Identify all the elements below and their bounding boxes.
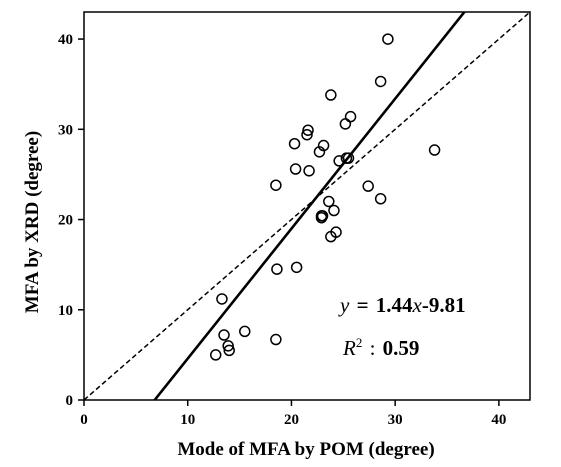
r-squared-label: R2 : 0.59 [342, 328, 419, 360]
eq-intercept: -9.81 [422, 293, 466, 317]
data-point [362, 180, 374, 192]
data-point [289, 163, 302, 175]
data-point [239, 325, 251, 338]
data-point [216, 293, 228, 305]
data-point [218, 329, 230, 341]
data-point [374, 75, 387, 88]
y-tick-label: 40 [58, 32, 73, 48]
data-point [302, 124, 314, 136]
data-point [317, 139, 330, 152]
data-point [428, 144, 441, 156]
data-point [328, 204, 340, 217]
y-axis-title: MFA by XRD (degree) [22, 131, 43, 313]
x-tick-label: 10 [180, 412, 195, 428]
data-point [339, 118, 352, 130]
data-point [270, 333, 282, 346]
r2-exponent: 2 [356, 335, 363, 350]
plot-layer [84, 12, 530, 400]
data-point [315, 211, 328, 224]
label-layer: 0 10 20 30 40 0 10 20 30 40 [58, 32, 506, 428]
x-axis-title: Mode of MFA by POM (degree) [177, 439, 434, 460]
data-point [325, 89, 337, 101]
data-point [290, 261, 303, 274]
data-point [270, 179, 282, 191]
eq-coefficient: 1.44 [376, 293, 413, 317]
x-tick-label: 0 [80, 412, 88, 428]
data-point [209, 349, 222, 361]
x-tick-label: 20 [284, 412, 299, 428]
r2-value: 0.59 [383, 336, 420, 360]
data-point [288, 137, 301, 150]
x-tick-label: 30 [388, 412, 403, 428]
data-point [374, 193, 387, 205]
data-point [323, 195, 335, 208]
eq-y-symbol: y [338, 293, 350, 317]
data-point [271, 263, 283, 275]
data-point [301, 128, 313, 141]
data-point [330, 226, 342, 238]
data-point [340, 152, 353, 164]
data-point [223, 344, 235, 357]
data-point [222, 340, 234, 352]
data-point [344, 110, 357, 123]
regression-equation: y = 1.44x-9.81 [338, 293, 466, 317]
data-point [382, 33, 394, 45]
r2-colon: : [370, 336, 376, 360]
axis-layer [78, 11, 531, 406]
x-tick-label: 40 [491, 412, 506, 428]
y-tick-label: 10 [58, 303, 73, 319]
plot-frame [83, 11, 531, 401]
y-tick-label: 30 [58, 122, 73, 138]
identity-line [84, 12, 530, 400]
y-tick-label: 0 [66, 393, 74, 409]
eq-equals: = [357, 293, 369, 317]
data-point [303, 165, 315, 177]
r2-symbol: R [342, 336, 356, 360]
regression-line [152, 12, 467, 400]
y-tick-label: 20 [58, 213, 73, 229]
eq-x-symbol: x [412, 293, 423, 317]
